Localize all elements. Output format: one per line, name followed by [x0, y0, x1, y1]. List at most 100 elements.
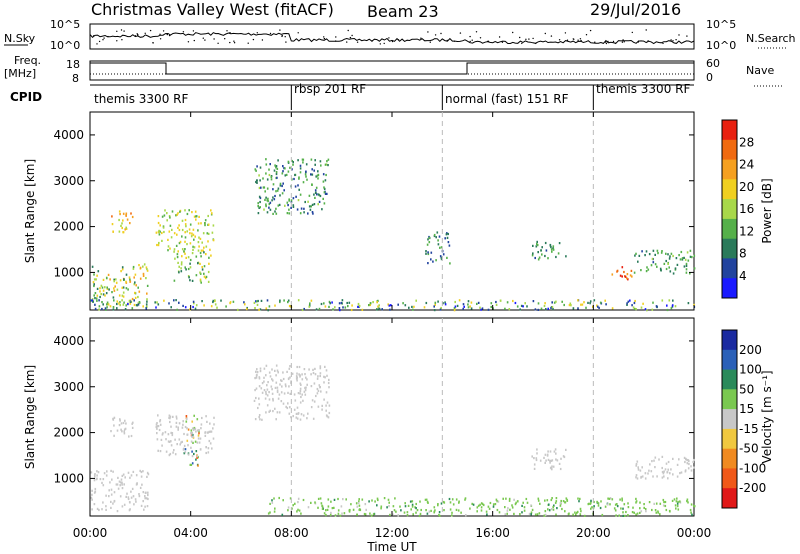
- noise-search-dot: [528, 38, 530, 40]
- data-point: [439, 255, 442, 258]
- colorbar-swatch: [722, 428, 737, 450]
- data-point: [325, 391, 328, 394]
- data-point: [132, 470, 135, 473]
- data-point: [317, 405, 320, 408]
- data-point: [93, 283, 95, 286]
- data-point: [212, 437, 215, 440]
- data-point: [457, 509, 460, 512]
- data-point: [284, 167, 286, 170]
- data-point: [305, 175, 307, 178]
- data-point: [213, 416, 215, 419]
- data-point: [180, 267, 182, 270]
- data-point: [186, 439, 189, 442]
- noise-search-dot: [670, 39, 672, 41]
- data-point: [476, 302, 478, 305]
- data-point: [430, 509, 432, 512]
- data-point: [144, 497, 146, 500]
- data-point: [203, 304, 205, 307]
- data-point: [266, 187, 269, 190]
- data-point: [176, 256, 179, 259]
- data-point: [356, 513, 358, 516]
- data-point: [311, 173, 314, 176]
- data-point: [209, 442, 212, 445]
- data-point: [173, 299, 175, 302]
- data-point: [256, 368, 258, 371]
- data-point: [358, 504, 361, 507]
- data-point: [195, 450, 198, 453]
- data-point: [485, 510, 488, 513]
- noise-search-dot: [678, 34, 680, 36]
- data-point: [129, 280, 131, 283]
- data-point: [260, 387, 263, 390]
- data-point: [564, 501, 566, 504]
- data-point: [90, 496, 93, 499]
- data-point: [295, 375, 298, 378]
- data-point: [536, 244, 539, 247]
- data-point: [196, 418, 199, 421]
- data-point: [676, 502, 679, 505]
- data-point: [551, 497, 553, 500]
- data-point: [147, 497, 149, 501]
- data-point: [637, 260, 639, 263]
- data-point: [692, 460, 694, 464]
- data-point: [272, 399, 274, 402]
- data-point: [572, 307, 575, 310]
- data-point: [197, 222, 200, 225]
- data-point: [199, 237, 202, 240]
- data-point: [154, 301, 156, 304]
- data-point: [278, 496, 280, 500]
- colorbar-tick-label: 15: [739, 402, 754, 416]
- data-point: [156, 438, 159, 441]
- data-point: [641, 250, 643, 253]
- data-point: [297, 184, 299, 187]
- noise-search-dot: [498, 36, 501, 38]
- data-point: [265, 374, 267, 377]
- data-point: [168, 302, 170, 305]
- data-point: [302, 161, 304, 164]
- data-point: [90, 299, 92, 302]
- data-point: [311, 203, 314, 206]
- data-point: [428, 241, 431, 244]
- data-point: [98, 305, 101, 308]
- data-point: [266, 178, 269, 181]
- data-point: [304, 200, 306, 204]
- freq-line: [90, 62, 694, 75]
- data-point: [185, 268, 187, 271]
- data-point: [647, 268, 650, 271]
- data-point: [508, 499, 511, 502]
- data-point: [685, 264, 688, 267]
- data-point: [193, 302, 195, 305]
- data-point: [273, 198, 276, 201]
- data-point: [435, 236, 437, 239]
- data-point: [159, 224, 161, 227]
- data-point: [464, 497, 467, 500]
- data-point: [670, 468, 672, 471]
- data-point: [361, 498, 364, 501]
- data-point: [135, 474, 138, 477]
- data-point: [310, 173, 312, 176]
- data-point: [656, 265, 658, 268]
- data-point: [663, 501, 665, 504]
- noise-search-dot: [229, 32, 231, 34]
- data-point: [262, 177, 264, 180]
- data-point: [192, 441, 194, 444]
- data-point: [693, 505, 696, 508]
- data-point: [400, 509, 402, 512]
- data-point: [202, 249, 204, 252]
- data-point: [194, 210, 197, 213]
- data-point: [273, 497, 275, 500]
- data-point: [660, 269, 662, 272]
- data-point: [681, 257, 684, 260]
- noise-search-dot: [202, 37, 204, 39]
- data-point: [552, 465, 555, 468]
- data-point: [290, 206, 292, 209]
- data-point: [98, 308, 100, 311]
- data-point: [282, 371, 284, 374]
- data-point: [161, 215, 164, 218]
- x-tick-label: 12:00: [375, 526, 410, 540]
- data-point: [653, 502, 655, 505]
- x-tick-label: 16:00: [475, 526, 510, 540]
- data-point: [255, 180, 257, 184]
- data-point: [329, 302, 331, 305]
- data-point: [319, 160, 322, 163]
